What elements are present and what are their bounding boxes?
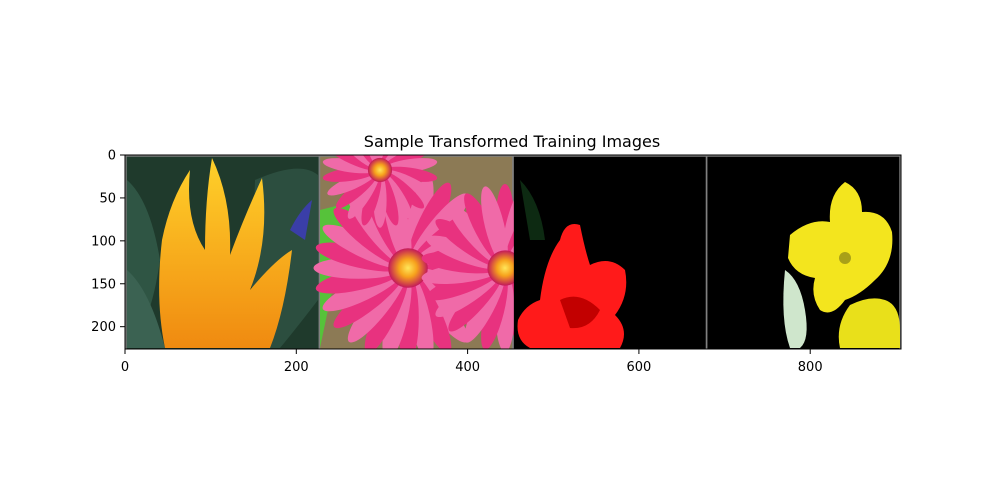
- x-tick-label: 600: [626, 360, 651, 375]
- yellow-flower-leaves: [783, 270, 807, 348]
- y-tick-label: 200: [91, 320, 116, 335]
- tulip-leaf-bottom: [127, 270, 165, 348]
- yellow-flower-center: [839, 252, 851, 264]
- image-tile-red-flower: [513, 156, 706, 349]
- x-tick-label: 800: [798, 360, 823, 375]
- daisy-petal: [481, 186, 508, 265]
- image-tile-tulip: [126, 156, 319, 349]
- tulip-petals: [159, 158, 292, 348]
- red-flower-petals: [517, 224, 627, 348]
- x-axis: 0 200 400 600 800: [121, 349, 823, 375]
- image-tile-yellow-flower: [707, 156, 900, 349]
- daisy-center: [367, 157, 393, 183]
- daisy-center: [388, 248, 428, 288]
- tulip-leaf-blue: [290, 200, 312, 240]
- yellow-flower-petals-top: [788, 182, 893, 313]
- yellow-flower-petals-bottom: [838, 298, 900, 348]
- y-tick-label: 150: [91, 277, 116, 292]
- x-tick-label: 400: [455, 360, 480, 375]
- y-tick-label: 0: [108, 149, 116, 164]
- daisy-center: [487, 250, 523, 286]
- daisy-petal: [361, 172, 382, 226]
- chart-title: Sample Transformed Training Images: [364, 132, 660, 151]
- image-grid: [125, 155, 901, 349]
- red-flower-stem: [520, 180, 545, 240]
- x-tick-label: 0: [121, 360, 129, 375]
- axes-frame: [124, 154, 902, 350]
- y-tick-label: 50: [99, 191, 116, 206]
- red-flower-shadow: [560, 296, 600, 329]
- y-axis: 0 50 100 150 200: [91, 149, 125, 335]
- daisy-flower-top: [322, 155, 438, 228]
- x-tick-label: 200: [284, 360, 309, 375]
- y-tick-label: 100: [91, 234, 116, 249]
